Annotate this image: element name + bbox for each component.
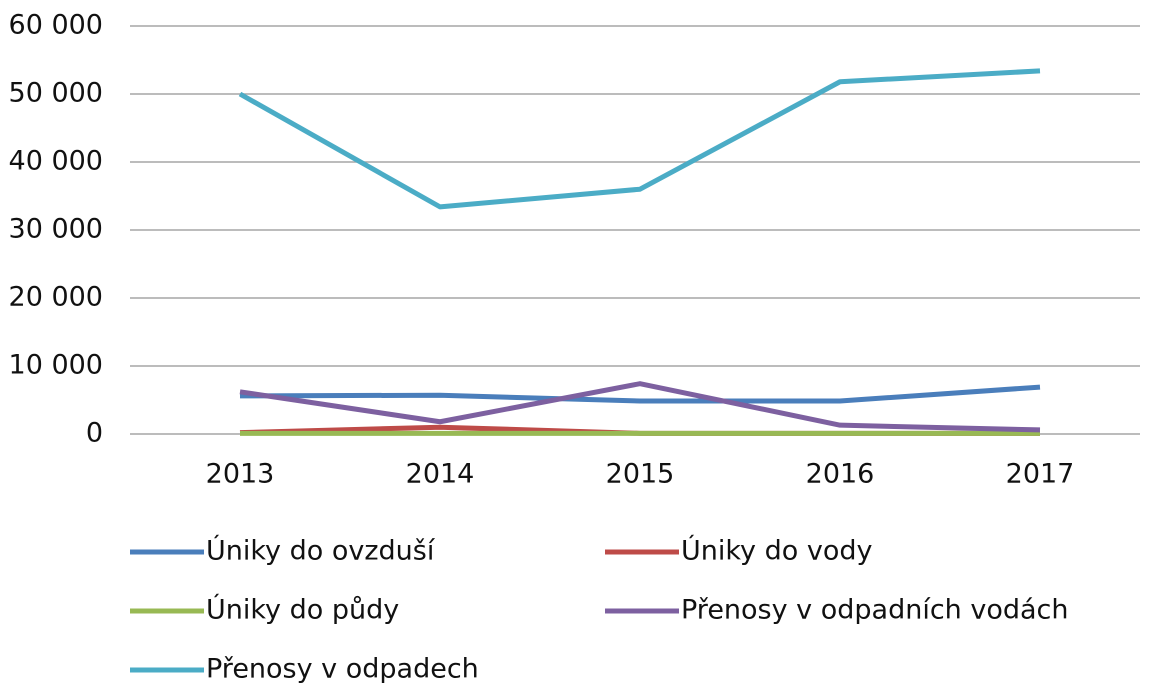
x-tick-label: 2013 [206, 459, 275, 490]
series-line [239, 381, 1041, 433]
series-line [239, 384, 1041, 404]
x-tick-label: 2014 [406, 459, 475, 490]
y-tick-label: 20 000 [9, 282, 103, 313]
legend-label: Přenosy v odpadech [206, 654, 479, 684]
legend-label: Přenosy v odpadních vodách [681, 595, 1069, 626]
series-line [238, 68, 1041, 210]
x-tick-label: 2017 [1006, 459, 1075, 490]
y-tick-label: 0 [86, 418, 103, 449]
legend-label: Úniky do půdy [206, 594, 399, 626]
x-tick-label: 2016 [806, 459, 875, 490]
y-tick-label: 60 000 [9, 10, 103, 41]
x-tick-label: 2015 [606, 459, 675, 490]
y-tick-label: 40 000 [9, 146, 103, 177]
y-tick-label: 50 000 [9, 78, 103, 109]
y-tick-label: 30 000 [9, 214, 103, 245]
legend-label: Úniky do vody [681, 535, 872, 567]
legend-label: Úniky do ovzduší [206, 535, 436, 567]
y-tick-label: 10 000 [9, 350, 103, 381]
